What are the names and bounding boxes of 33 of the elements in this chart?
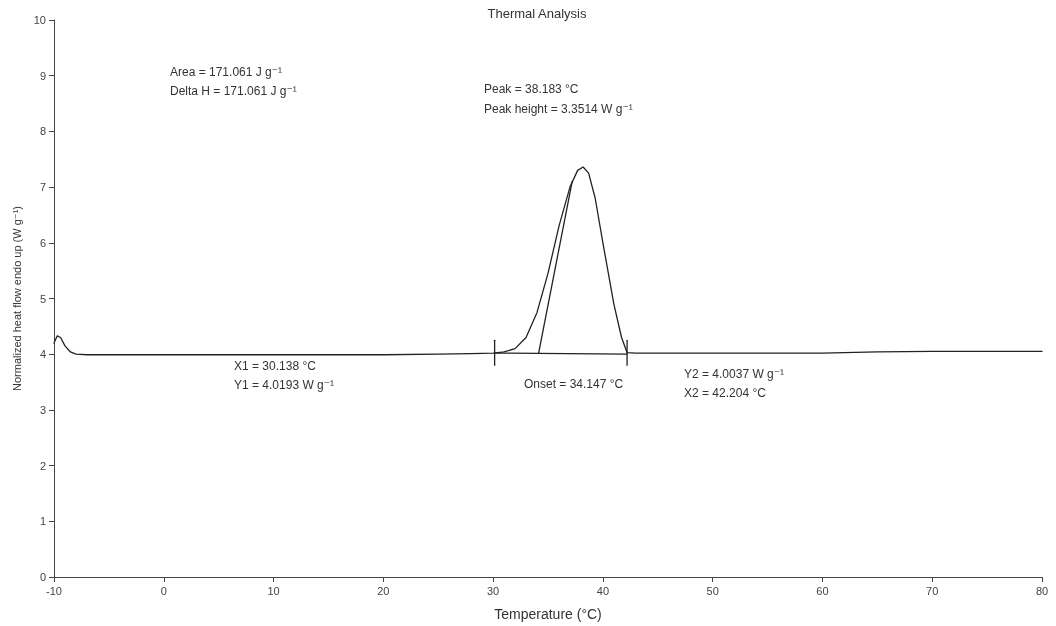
x-tick-label: 30 [486,584,500,597]
x-tick-label: 70 [926,584,939,597]
annotation: Delta H = 171.061 J g⁻¹ [170,84,297,98]
y-tick-label: 1 [39,515,46,528]
x-tick-label: 0 [160,584,167,597]
y-tick-label: 2 [39,459,46,472]
annotation: Area = 171.061 J g⁻¹ [170,65,283,79]
x-tick-label: 60 [816,584,829,597]
annotation: Peak height = 3.3514 W g⁻¹ [484,102,633,116]
annotation: X2 = 42.204 °C [684,386,767,400]
y-tick-label: 10 [33,14,46,26]
annotation: Onset = 34.147 °C [524,377,624,391]
y-tick-label: 6 [39,236,46,249]
y-tick-label: 8 [39,125,46,138]
annotation: Peak = 38.183 °C [484,82,579,96]
y-tick-label: 0 [39,571,46,583]
x-tick-label: 20 [377,584,390,597]
x-tick-label: 50 [706,584,719,597]
x-tick-label: -10 [46,584,62,597]
y-tick-label: 5 [39,292,46,305]
y-tick-label: 4 [39,348,46,361]
x-tick-label: 80 [1035,584,1049,597]
y-tick-label: 9 [39,69,46,82]
chart-title: Thermal Analysis [487,6,587,21]
annotation: X1 = 30.138 °C [234,359,317,373]
y-tick-label: 7 [39,181,46,194]
x-tick-label: 40 [596,584,610,597]
y-tick-label: 3 [39,403,46,416]
x-axis-title: Temperature (°C) [494,606,602,622]
annotation: Y2 = 4.0037 W g⁻¹ [684,367,785,381]
x-tick-label: 10 [267,584,280,597]
annotation: Y1 = 4.0193 W g⁻¹ [234,378,335,392]
y-axis-title: Normalized heat flow endo up (W g⁻¹) [11,206,24,391]
